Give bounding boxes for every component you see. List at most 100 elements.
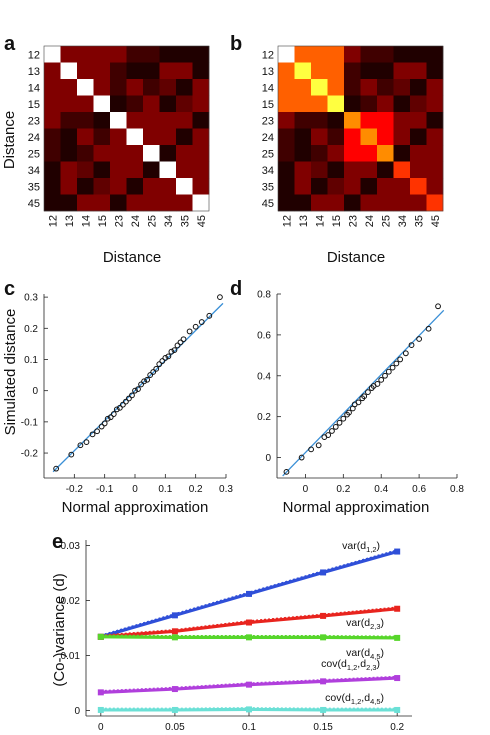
heatmap-cell bbox=[44, 194, 61, 212]
row-tick-label: 14 bbox=[28, 82, 40, 94]
heatmap-cell bbox=[393, 145, 411, 162]
heatmap-cell bbox=[93, 145, 111, 162]
data-point bbox=[104, 415, 111, 422]
y-tick-label: 0.01 bbox=[61, 651, 81, 662]
panel-a-ylabel: Distance bbox=[1, 111, 18, 169]
row-tick-label: 35 bbox=[28, 181, 40, 193]
data-point bbox=[77, 442, 84, 449]
heatmap-cell bbox=[344, 161, 361, 179]
series-marker bbox=[171, 612, 178, 619]
heatmap-cell bbox=[360, 145, 378, 162]
y-tick-label: 0.03 bbox=[61, 541, 81, 552]
heatmap-cell bbox=[393, 178, 411, 195]
scatter-d: 0 0.2 0.4 0.6 0.8 0 0.2 0.4 0.6 0.8 bbox=[257, 290, 464, 496]
heatmap-cell bbox=[426, 62, 444, 80]
series-marker bbox=[394, 706, 401, 713]
y-tick-label: 0.2 bbox=[257, 412, 271, 423]
heatmap-cell bbox=[360, 95, 378, 113]
heatmap-cell bbox=[159, 194, 177, 212]
series-marker bbox=[97, 689, 104, 696]
heatmap-a: 12 13 14 15 23 24 25 34 35 45 12 13 14 15 23 24 25 34 35 45 bbox=[28, 45, 210, 227]
heatmap-cell bbox=[60, 145, 78, 162]
row-tick-label: 24 bbox=[262, 132, 274, 144]
series-label: var(d4,5) bbox=[346, 647, 384, 661]
heatmap-cell bbox=[93, 79, 111, 96]
data-point bbox=[355, 399, 362, 406]
data-point bbox=[98, 423, 105, 430]
heatmap-cell bbox=[426, 194, 444, 212]
series-label-sub: 1,2 bbox=[347, 663, 357, 672]
heatmap-cell bbox=[110, 112, 127, 129]
heatmap-cell bbox=[294, 128, 312, 146]
data-point bbox=[340, 415, 347, 422]
col-tick-label: 45 bbox=[430, 215, 442, 227]
x-tick-label: 0.15 bbox=[313, 722, 333, 733]
heatmap-cell bbox=[176, 46, 193, 63]
heatmap-cell bbox=[377, 145, 394, 162]
data-point bbox=[110, 411, 117, 417]
row-tick-label: 15 bbox=[28, 99, 40, 111]
heatmap-cell bbox=[77, 46, 94, 63]
heatmap-cell bbox=[143, 128, 160, 146]
data-point bbox=[385, 368, 392, 375]
heatmap-cell bbox=[93, 128, 111, 146]
y-tick-label: 0.8 bbox=[257, 290, 271, 301]
series-marker bbox=[320, 706, 327, 713]
heatmap-cell bbox=[192, 95, 210, 113]
heatmap-cell bbox=[176, 178, 193, 195]
data-point bbox=[192, 323, 199, 330]
heatmap-cell bbox=[93, 161, 111, 179]
heatmap-cell bbox=[278, 112, 295, 129]
heatmap-cell bbox=[360, 194, 378, 212]
data-point bbox=[378, 376, 385, 383]
heatmap-cell bbox=[377, 112, 394, 129]
data-point bbox=[144, 376, 151, 383]
heatmap-cell bbox=[327, 95, 345, 113]
heatmap-cell bbox=[344, 145, 361, 162]
data-point bbox=[198, 319, 205, 325]
y-tick-label: 0 bbox=[32, 386, 38, 397]
heatmap-cell bbox=[126, 145, 144, 162]
data-point bbox=[150, 369, 157, 375]
data-point bbox=[159, 358, 166, 364]
heatmap-cell bbox=[192, 161, 210, 179]
heatmap-cell bbox=[278, 178, 295, 195]
heatmap-cell bbox=[410, 194, 427, 212]
row-tick-label: 23 bbox=[28, 115, 40, 127]
col-tick-label: 35 bbox=[413, 215, 425, 227]
data-point bbox=[206, 312, 213, 319]
panel-d: d Normal approximation 0 0.2 0.4 0.6 0.8 0 0.2… bbox=[230, 278, 464, 516]
heatmap-cell bbox=[294, 112, 312, 129]
heatmap-cell bbox=[393, 79, 411, 96]
heatmap-b: 12 13 14 15 23 24 25 34 35 45 12 13 14 15 23 24 25 34 35 45 bbox=[262, 45, 444, 227]
heatmap-cell bbox=[327, 62, 345, 80]
heatmap-cell bbox=[143, 145, 160, 162]
heatmap-cell bbox=[360, 79, 378, 96]
series-marker bbox=[320, 634, 327, 641]
data-point bbox=[361, 393, 368, 400]
heatmap-cell bbox=[159, 112, 177, 129]
heatmap-cell bbox=[426, 145, 444, 162]
x-tick-label: 0.2 bbox=[189, 484, 203, 495]
heatmap-cell bbox=[44, 46, 61, 63]
heatmap-cell bbox=[344, 46, 361, 63]
x-tick-label: 0.6 bbox=[412, 484, 426, 495]
data-point bbox=[174, 342, 181, 349]
data-point bbox=[107, 414, 114, 421]
x-tick-label: 0.4 bbox=[374, 484, 388, 495]
heatmap-cell bbox=[93, 46, 111, 63]
col-tick-label: 25 bbox=[146, 215, 158, 227]
data-point bbox=[168, 348, 175, 355]
data-point bbox=[162, 355, 169, 361]
x-tick-label: -0.2 bbox=[66, 484, 84, 495]
heatmap-cell bbox=[126, 46, 144, 63]
data-point bbox=[336, 419, 343, 426]
heatmap-cell bbox=[344, 112, 361, 129]
heatmap-cell bbox=[344, 95, 361, 113]
data-point bbox=[435, 303, 441, 310]
heatmap-cell bbox=[143, 178, 160, 195]
heatmap-cell bbox=[126, 95, 144, 113]
heatmap-cell bbox=[377, 79, 394, 96]
data-point bbox=[186, 328, 193, 335]
heatmap-cell bbox=[344, 128, 361, 146]
